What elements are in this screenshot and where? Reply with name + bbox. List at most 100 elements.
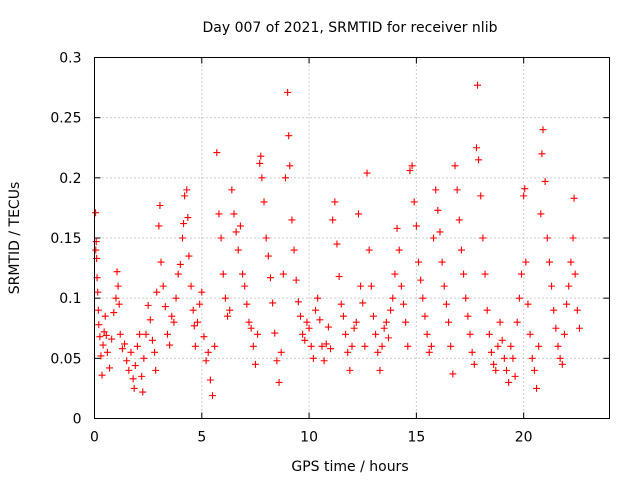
data-point xyxy=(153,288,161,296)
data-point xyxy=(402,318,410,326)
data-point xyxy=(500,354,508,362)
data-point xyxy=(384,334,392,342)
data-point xyxy=(285,132,293,140)
data-point xyxy=(575,324,583,332)
data-point xyxy=(483,306,491,314)
data-point xyxy=(281,174,289,182)
data-point xyxy=(288,216,296,224)
data-point xyxy=(228,186,236,194)
data-point xyxy=(363,169,371,177)
data-point xyxy=(159,282,167,290)
data-point xyxy=(438,258,446,266)
data-point xyxy=(530,366,538,374)
data-point xyxy=(348,342,356,350)
x-tick-label: 5 xyxy=(197,430,206,446)
data-point xyxy=(138,372,146,380)
data-point xyxy=(522,258,530,266)
data-point xyxy=(548,282,556,290)
data-point xyxy=(284,88,292,96)
chart-title: Day 007 of 2021, SRMTID for receiver nli… xyxy=(203,20,498,36)
data-point xyxy=(157,258,165,266)
data-point xyxy=(309,354,317,362)
data-point xyxy=(101,312,109,320)
data-point xyxy=(277,348,285,356)
data-point xyxy=(264,252,272,260)
data-point xyxy=(393,224,401,232)
data-point xyxy=(453,186,461,194)
data-point xyxy=(505,378,513,386)
data-point xyxy=(102,331,110,339)
data-point xyxy=(224,312,232,320)
data-point xyxy=(155,222,163,230)
data-point xyxy=(187,282,195,290)
data-point xyxy=(477,192,485,200)
data-point xyxy=(538,150,546,158)
data-point xyxy=(121,340,129,348)
data-point xyxy=(395,246,403,254)
data-point xyxy=(535,342,543,350)
data-point xyxy=(176,260,184,268)
data-point xyxy=(180,220,188,228)
data-point xyxy=(113,268,121,276)
data-point xyxy=(183,186,191,194)
data-point xyxy=(301,336,309,344)
data-point xyxy=(256,159,264,167)
data-point xyxy=(99,341,107,349)
data-point xyxy=(455,216,463,224)
data-point xyxy=(258,174,266,182)
data-point xyxy=(550,306,558,314)
data-point xyxy=(537,210,545,218)
data-point xyxy=(344,348,352,356)
data-point xyxy=(92,209,100,217)
data-point xyxy=(271,329,279,337)
data-point xyxy=(211,342,219,350)
data-point xyxy=(166,341,174,349)
data-point xyxy=(571,270,579,278)
data-point xyxy=(490,360,498,368)
data-point xyxy=(346,366,354,374)
data-point xyxy=(215,210,223,218)
data-point xyxy=(541,177,549,185)
data-point xyxy=(275,378,283,386)
data-point xyxy=(232,228,240,236)
data-point xyxy=(391,270,399,278)
data-point xyxy=(144,301,152,309)
data-point xyxy=(239,270,247,278)
data-point xyxy=(376,366,384,374)
data-point xyxy=(415,258,423,266)
data-point xyxy=(556,354,564,362)
data-point xyxy=(475,156,483,164)
data-point xyxy=(318,342,326,350)
data-point xyxy=(558,360,566,368)
data-point xyxy=(241,282,249,290)
y-tick-label: 0.1 xyxy=(59,291,81,307)
data-point xyxy=(299,330,307,338)
data-point xyxy=(449,370,457,378)
data-point xyxy=(412,222,420,230)
data-point xyxy=(172,294,180,302)
data-point xyxy=(545,258,553,266)
data-point xyxy=(100,328,108,336)
data-point xyxy=(98,371,106,379)
data-point xyxy=(498,336,506,344)
data-point xyxy=(503,366,510,374)
data-point xyxy=(133,342,141,350)
data-point xyxy=(367,282,375,290)
data-point xyxy=(184,214,192,222)
data-point xyxy=(472,144,480,152)
data-point xyxy=(314,294,322,302)
data-point xyxy=(552,324,560,332)
data-point xyxy=(178,234,186,242)
data-point xyxy=(151,348,159,356)
data-point xyxy=(521,185,529,193)
data-point xyxy=(185,252,193,260)
data-point xyxy=(103,348,111,356)
data-point xyxy=(262,234,270,242)
data-point xyxy=(152,366,160,374)
data-point xyxy=(352,318,360,326)
data-point xyxy=(526,330,534,338)
data-point xyxy=(354,210,362,218)
data-point xyxy=(96,333,104,341)
data-point xyxy=(168,312,176,320)
data-point xyxy=(487,348,495,356)
